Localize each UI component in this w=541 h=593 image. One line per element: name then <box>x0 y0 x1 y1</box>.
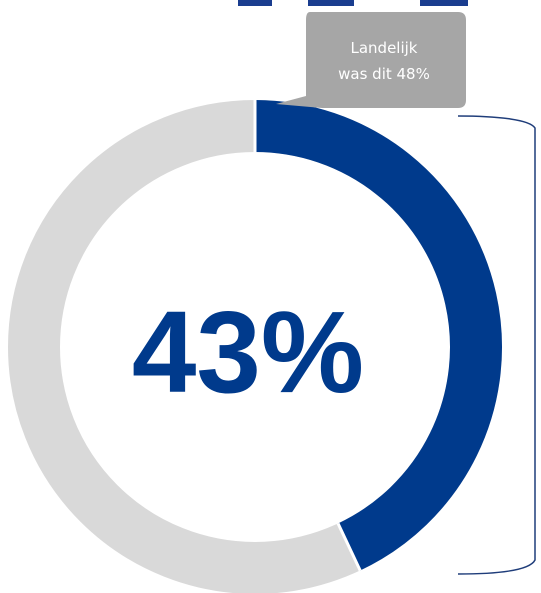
callout-line-2: was dit 48% <box>338 65 430 83</box>
heading-fragment <box>238 0 468 6</box>
center-value-label: 43% <box>132 287 364 417</box>
right-bracket <box>457 115 536 575</box>
callout-shape <box>276 12 466 108</box>
callout-line-1: Landelijk <box>351 39 418 57</box>
slice-separator <box>336 522 362 572</box>
donut-value-slice <box>254 100 502 571</box>
callout-bubble: Landelijk was dit 48% <box>276 12 466 108</box>
